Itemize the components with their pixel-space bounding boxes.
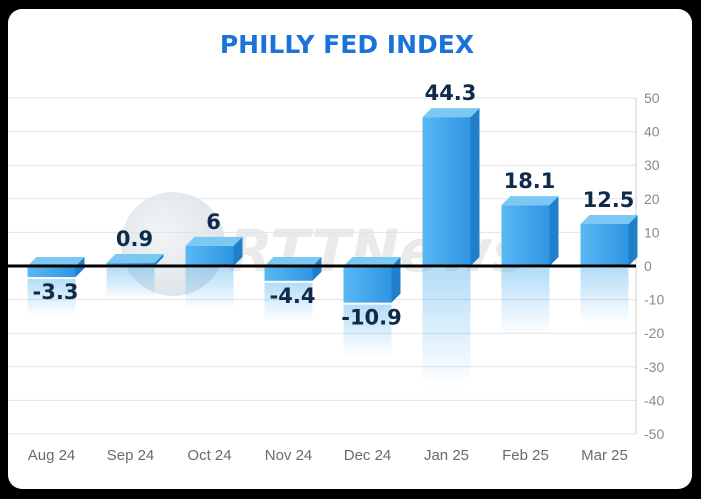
bar-reflection — [264, 282, 313, 322]
bar-side — [391, 257, 401, 303]
x-tick-label: Aug 24 — [28, 447, 76, 464]
bar — [501, 196, 559, 266]
data-labels: -3.3 0.9 6 -4.4 -10.9 44.3 18.1 12.5 — [33, 81, 635, 329]
y-tick-label: 30 — [644, 157, 660, 173]
data-label: -4.4 — [270, 284, 316, 308]
bar — [343, 257, 401, 303]
x-tick-label: Dec 24 — [344, 447, 392, 464]
bar — [106, 253, 164, 266]
bar-front — [422, 117, 471, 266]
bar-reflection — [422, 268, 471, 388]
bar-top — [106, 253, 164, 263]
data-label: 18.1 — [504, 169, 556, 193]
bar-side — [154, 253, 164, 266]
bar-side — [233, 236, 243, 266]
x-tick-label: Jan 25 — [424, 447, 469, 464]
bar — [185, 236, 243, 266]
data-label: 12.5 — [583, 188, 635, 212]
data-label: -3.3 — [33, 280, 79, 304]
bar-side — [549, 196, 559, 266]
bar-reflection — [343, 304, 392, 357]
bar-front — [343, 266, 392, 303]
y-tick-label: -50 — [644, 426, 664, 442]
x-tick-label: Mar 25 — [581, 447, 628, 464]
bar-top — [343, 257, 401, 266]
chart-frame: RTTNews PHILLY FED INDEX 50 40 30 20 10 0 -10-… — [8, 9, 692, 489]
y-tick-label: 40 — [644, 124, 660, 140]
y-tick-label: 50 — [644, 90, 660, 106]
y-tick-label: 10 — [644, 224, 660, 240]
bar-front — [106, 262, 155, 266]
bar-side — [628, 215, 638, 266]
y-tick-label: -30 — [644, 359, 664, 375]
bar-top — [580, 215, 638, 224]
bar-reflection — [580, 268, 629, 324]
y-tick-label: 0 — [644, 258, 652, 274]
y-tick-label: -20 — [644, 325, 664, 341]
bar-reflection — [501, 268, 550, 335]
bar — [264, 257, 322, 281]
bar-front — [264, 266, 313, 281]
chart-title: PHILLY FED INDEX — [220, 30, 474, 59]
bar-reflection — [106, 268, 155, 300]
bar — [580, 215, 638, 266]
bar-side — [312, 257, 322, 281]
x-tick-label: Sep 24 — [107, 447, 155, 464]
data-label: 6 — [206, 210, 221, 234]
x-tick-label: Nov 24 — [265, 447, 313, 464]
bar-front — [185, 245, 234, 266]
bar-reflection — [185, 268, 234, 311]
bar-front — [27, 266, 76, 278]
bar-front — [580, 224, 629, 266]
data-label: 0.9 — [116, 227, 153, 251]
bar-top — [185, 236, 243, 246]
x-axis-labels: Aug 24 Sep 24 Oct 24 Nov 24 Dec 24 Jan 25 Feb … — [28, 447, 628, 464]
y-tick-label: 20 — [644, 191, 660, 207]
data-label: 44.3 — [425, 81, 477, 105]
bar-top — [27, 257, 85, 266]
data-label: -10.9 — [341, 306, 402, 330]
bars — [27, 108, 638, 303]
bar-top — [501, 196, 559, 206]
bar-reflections — [27, 268, 629, 388]
y-axis-ticks: 50 40 30 20 10 0 -10 -20 -30 -40 -50 — [644, 90, 664, 442]
bar-side — [470, 108, 480, 266]
y-tick-label: -10 — [644, 292, 664, 308]
bar-top — [422, 108, 480, 118]
bar-chart: RTTNews PHILLY FED INDEX 50403020100-10-… — [8, 30, 664, 464]
x-tick-label: Feb 25 — [502, 447, 549, 464]
bar-front — [501, 205, 550, 266]
bar — [422, 108, 480, 266]
x-tick-label: Oct 24 — [187, 447, 231, 464]
bar-reflection — [27, 279, 76, 316]
bar-top — [264, 257, 322, 266]
y-tick-label: -40 — [644, 392, 664, 408]
